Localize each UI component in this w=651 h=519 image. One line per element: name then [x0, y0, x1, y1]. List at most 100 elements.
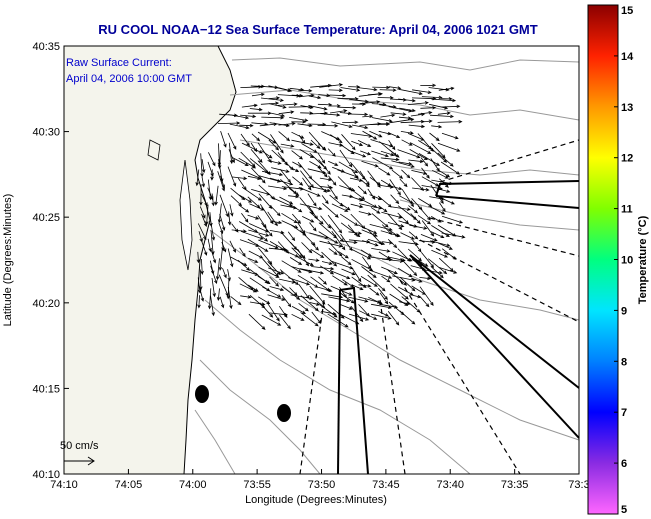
scale-label: 50 cm/s: [60, 440, 99, 452]
current-vector: [289, 287, 298, 296]
current-vector: [238, 204, 250, 213]
current-vector: [329, 109, 348, 114]
current-vector: [411, 277, 423, 283]
current-vector: [421, 220, 435, 237]
current-vector: [399, 178, 408, 188]
current-vector: [302, 216, 315, 223]
current-vector: [309, 211, 324, 225]
current-vector: [249, 107, 263, 112]
current-vector: [281, 286, 301, 300]
current-vector: [207, 179, 213, 201]
current-vector: [318, 286, 333, 293]
current-vector: [267, 211, 278, 227]
current-vector: [351, 140, 364, 147]
current-vector: [388, 139, 396, 151]
current-vector: [320, 113, 341, 117]
current-vector: [429, 132, 440, 142]
current-vector: [387, 269, 408, 286]
current-vector: [351, 169, 359, 180]
current-vector: [269, 276, 280, 287]
current-vector: [439, 170, 451, 178]
current-vector: [378, 310, 389, 317]
current-vector: [267, 294, 286, 301]
current-vector: [340, 203, 351, 211]
current-vector: [401, 169, 411, 179]
current-vector: [318, 231, 339, 244]
current-vector: [399, 310, 416, 325]
current-vector: [409, 224, 428, 230]
current-vector: [269, 177, 294, 186]
current-vector: [379, 292, 389, 305]
current-vector: [369, 194, 383, 201]
current-vector: [408, 205, 419, 214]
current-vector: [230, 195, 243, 207]
current-vector: [249, 301, 266, 306]
current-vector: [308, 258, 320, 262]
current-vector: [227, 269, 231, 282]
current-vector: [361, 179, 370, 188]
current-vector: [401, 189, 414, 208]
colorbar-tick-label: 6: [621, 458, 627, 470]
current-vector: [311, 266, 335, 271]
current-vector: [251, 92, 265, 97]
current-vector: [240, 231, 264, 240]
current-vector: [311, 311, 322, 325]
colorbar-tick-label: 7: [621, 407, 627, 419]
current-vector: [218, 248, 223, 271]
x-tick-label: 73:35: [501, 479, 529, 491]
current-vector: [298, 187, 321, 197]
current-vector: [400, 257, 418, 277]
current-vector: [369, 176, 381, 186]
current-vector: [388, 132, 401, 138]
current-vector: [300, 312, 319, 327]
current-vector: [371, 313, 392, 320]
current-vector: [380, 157, 400, 162]
current-vector: [362, 114, 374, 119]
current-vector: [238, 194, 253, 203]
current-vector: [332, 275, 348, 286]
current-vector: [250, 148, 263, 163]
current-vector: [388, 229, 400, 237]
current-vector: [248, 250, 264, 259]
current-vector: [348, 296, 369, 303]
current-vector: [397, 212, 409, 225]
current-vector: [201, 193, 208, 207]
current-vector: [329, 93, 347, 98]
current-vector: [430, 216, 442, 223]
current-vector: [411, 258, 423, 267]
current-vector: [241, 212, 249, 223]
colorbar-gradient: [587, 4, 619, 515]
current-vector: [309, 105, 328, 111]
colorbar-tick-label: 15: [621, 5, 633, 17]
current-vector: [360, 276, 378, 287]
current-vector: [340, 87, 361, 92]
current-vector: [279, 269, 299, 286]
current-vector: [431, 124, 443, 129]
current-vector: [262, 170, 284, 177]
current-vector: [367, 92, 383, 96]
colorbar-tick-label: 10: [621, 255, 633, 267]
x-tick-label: 74:10: [50, 479, 78, 491]
current-vector: [247, 214, 260, 220]
current-vector: [331, 230, 346, 251]
current-vector: [328, 248, 338, 255]
current-vector: [441, 132, 459, 140]
current-vector: [438, 86, 455, 91]
current-vector: [281, 260, 302, 273]
current-vector: [338, 303, 353, 310]
current-vector: [200, 153, 204, 178]
inlet-outline: [147, 139, 161, 161]
current-vector: [421, 119, 433, 124]
current-vector: [309, 222, 317, 232]
current-vector: [418, 153, 441, 166]
current-vector: [289, 257, 303, 266]
current-vector: [330, 285, 353, 296]
current-vector: [360, 249, 372, 257]
bay-outline: [179, 159, 193, 271]
current-vector: [249, 203, 265, 211]
current-vector: [221, 241, 227, 253]
current-vector: [210, 295, 215, 317]
current-vector: [317, 166, 328, 178]
current-vector: [291, 247, 303, 259]
chart-title: RU COOL NOAA−12 Sea Surface Temperature:…: [98, 22, 537, 37]
